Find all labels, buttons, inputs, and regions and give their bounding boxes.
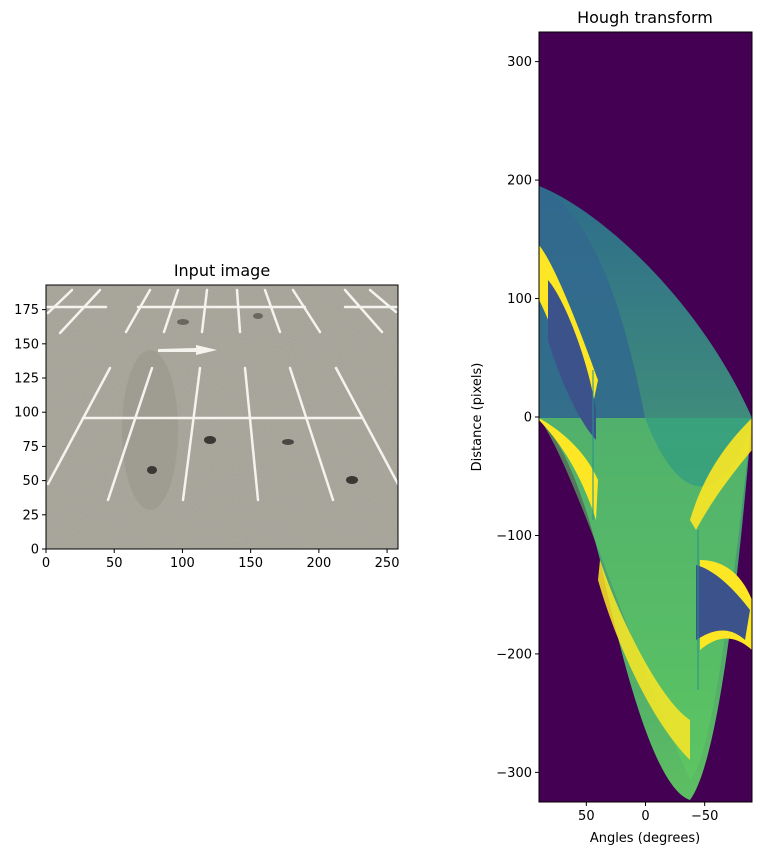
- hough-transform-title: Hough transform: [577, 8, 713, 27]
- hough-y-tick-label: 300: [507, 55, 532, 70]
- hough-y-tick-label: 200: [507, 174, 532, 189]
- input-image-x-tick-label: 200: [306, 556, 331, 571]
- input-image: [46, 285, 398, 549]
- hough-y-tick-label: −100: [496, 529, 532, 544]
- hough-y-tick-label: 0: [524, 411, 532, 426]
- input-image-x-tick-label: 50: [106, 556, 123, 571]
- hough-x-tick-label: 0: [641, 809, 649, 824]
- input-image-x-tick-label: 0: [42, 556, 50, 571]
- hough-transform-panel: Hough transform 50 0 −50 −300 −200 −100 0 100 2…: [470, 8, 753, 846]
- input-image-y-tick-label: 50: [22, 474, 39, 489]
- input-image-title: Input image: [174, 261, 270, 280]
- input-image-y-tick-label: 150: [14, 337, 39, 352]
- input-image-panel: Input image: [14, 261, 399, 571]
- hough-y-ticks: −300 −200 −100 0 100 200 300: [496, 55, 539, 781]
- input-image-y-tick-label: 25: [22, 508, 39, 523]
- input-image-y-tick-label: 125: [14, 372, 39, 387]
- input-image-y-tick-label: 100: [14, 406, 39, 421]
- hough-x-tick-label: −50: [691, 809, 718, 824]
- hough-y-axis-label: Distance (pixels): [470, 363, 485, 472]
- hough-x-axis-label: Angles (degrees): [590, 831, 700, 846]
- input-image-x-ticks: 0 50 100 150 200 250: [42, 549, 400, 571]
- input-image-y-tick-label: 0: [31, 543, 39, 558]
- hough-y-tick-label: 100: [507, 292, 532, 307]
- hough-x-tick-label: 50: [578, 809, 595, 824]
- input-image-x-tick-label: 100: [170, 556, 195, 571]
- input-image-y-tick-label: 75: [22, 440, 39, 455]
- input-image-y-ticks: 0 25 50 75 100 125 150 175: [14, 303, 46, 558]
- hough-x-ticks: 50 0 −50: [578, 802, 718, 824]
- input-image-y-tick-label: 175: [14, 303, 39, 318]
- hough-y-tick-label: −200: [496, 647, 532, 662]
- hough-accumulator-image: [539, 32, 752, 802]
- hough-y-tick-label: −300: [496, 766, 532, 781]
- input-image-x-tick-label: 150: [238, 556, 263, 571]
- input-image-x-tick-label: 250: [375, 556, 400, 571]
